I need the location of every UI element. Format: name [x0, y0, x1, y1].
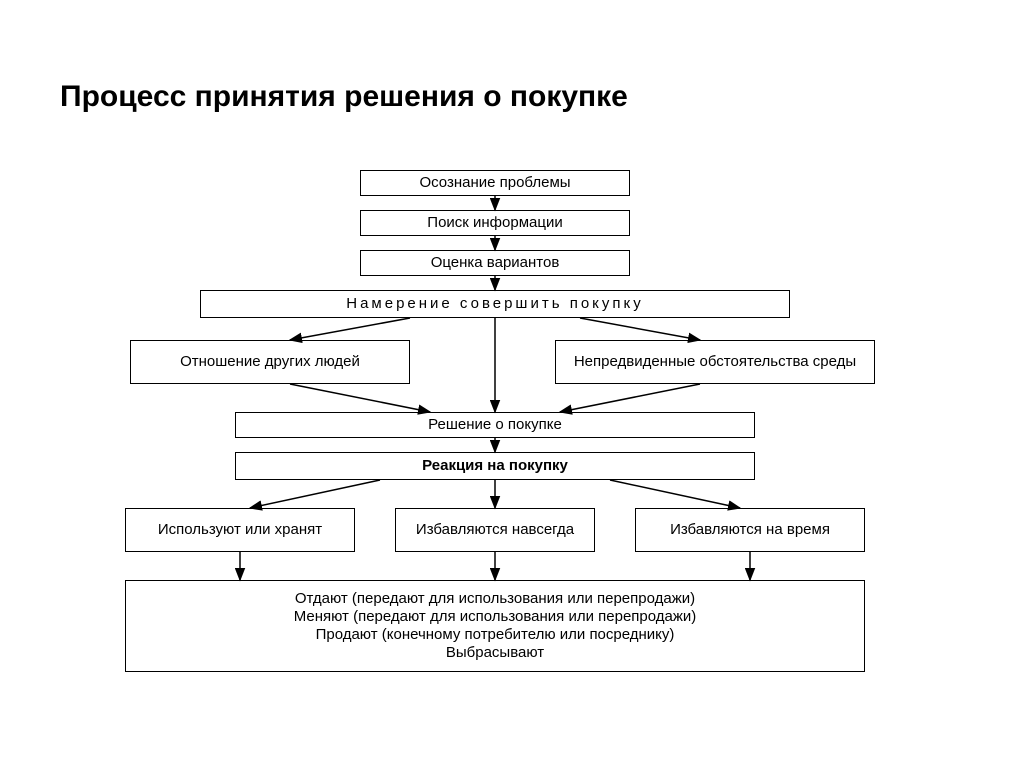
box-problem-awareness: Осознание проблемы — [360, 170, 630, 196]
box-information-search: Поиск информации — [360, 210, 630, 236]
box-use-or-keep: Используют или хранят — [125, 508, 355, 552]
disposal-line-throw: Выбрасывают — [446, 644, 544, 662]
box-dispose-forever: Избавляются навсегда — [395, 508, 595, 552]
box-disposal-options: Отдают (передают для использования или п… — [125, 580, 865, 672]
box-evaluate-options: Оценка вариантов — [360, 250, 630, 276]
box-purchase-decision: Решение о покупке — [235, 412, 755, 438]
disposal-line-sell: Продают (конечному потребителю или посре… — [316, 626, 675, 644]
box-purchase-intention: Намерение совершить покупку — [200, 290, 790, 318]
box-unforeseen-circumstances: Непредвиденные обстоятельства среды — [555, 340, 875, 384]
disposal-line-give: Отдают (передают для использования или п… — [295, 590, 695, 608]
disposal-line-swap: Меняют (передают для использования или п… — [294, 608, 697, 626]
box-purchase-reaction: Реакция на покупку — [235, 452, 755, 480]
diagram-title: Процесс принятия решения о покупке — [60, 80, 628, 114]
box-dispose-temporary: Избавляются на время — [635, 508, 865, 552]
box-others-attitude: Отношение других людей — [130, 340, 410, 384]
